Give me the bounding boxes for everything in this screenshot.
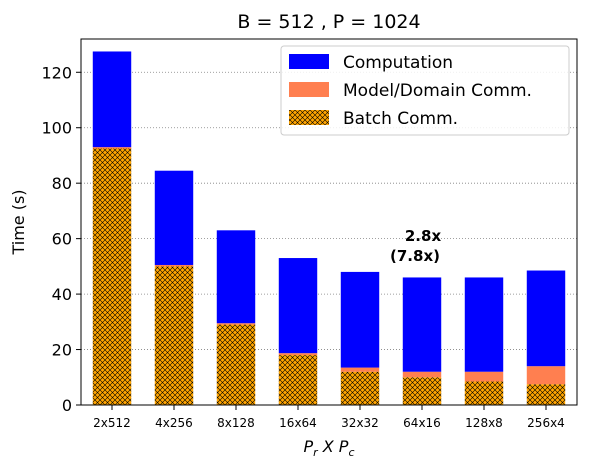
bar-computation-4x256 <box>154 170 194 265</box>
x-axis-label-sub2: c <box>348 446 354 459</box>
x-axis-label-p1: P <box>303 437 313 456</box>
bar-model-domain-comm-16x64 <box>278 353 318 356</box>
y-tick-label: 40 <box>52 285 72 304</box>
x-tick-label: 32x32 <box>341 416 379 430</box>
bar-batch-comm-16x64 <box>278 355 318 405</box>
bar-batch-comm-8x128 <box>216 324 256 405</box>
x-axis-label-sub1: r <box>313 446 319 459</box>
bar-model-domain-comm-2x512 <box>92 147 132 149</box>
annotation-line-1: 2.8x <box>405 227 442 245</box>
bar-batch-comm-2x512 <box>92 148 132 406</box>
legend-swatch <box>289 110 329 125</box>
x-axis-label: Pr X Pc <box>303 437 354 459</box>
bar-batch-comm-256x4 <box>526 384 566 405</box>
plot-frame <box>80 38 578 406</box>
x-tick-label: 256x4 <box>527 416 565 430</box>
bar-computation-128x8 <box>464 277 504 372</box>
y-tick-label: 80 <box>52 174 72 193</box>
x-axis-label-p2: P <box>339 437 349 456</box>
bar-computation-16x64 <box>278 258 318 354</box>
speedup-annotation: 2.8x (7.8x) <box>390 227 441 265</box>
y-tick-label: 120 <box>41 63 72 82</box>
y-tick-label: 20 <box>52 341 72 360</box>
bar-batch-comm-64x16 <box>402 377 442 405</box>
x-axis-label-mid: X <box>318 437 339 456</box>
annotation-line-2: (7.8x) <box>390 247 440 265</box>
x-tick-label: 128x8 <box>465 416 503 430</box>
legend: Computation Model/Domain Comm. Batch Comm. <box>280 45 570 136</box>
bar-computation-256x4 <box>526 270 566 367</box>
x-tick-label: 2x512 <box>93 416 131 430</box>
bar-batch-comm-128x8 <box>464 381 504 405</box>
x-tick-label: 16x64 <box>279 416 317 430</box>
bar-batch-comm-32x32 <box>340 371 380 405</box>
legend-label: Batch Comm. <box>343 109 458 129</box>
bar-computation-32x32 <box>340 271 380 368</box>
x-tick-label: 64x16 <box>403 416 441 430</box>
bar-computation-64x16 <box>402 277 442 372</box>
y-axis-label: Time (s) <box>9 189 28 255</box>
legend-swatch <box>289 54 329 69</box>
x-tick-label: 8x128 <box>217 416 255 430</box>
bar-batch-comm-4x256 <box>154 266 194 405</box>
bar-model-domain-comm-4x256 <box>154 264 194 267</box>
chart-title: B = 512 , P = 1024 <box>237 11 420 33</box>
bar-computation-8x128 <box>216 230 256 324</box>
y-tick-label: 100 <box>41 119 72 138</box>
x-tick-label: 4x256 <box>155 416 193 430</box>
legend-label: Computation <box>343 53 453 73</box>
x-axis: 2x512 4x256 8x128 16x64 32x32 64x16 128x8 256x4 <box>93 405 565 430</box>
bar-model-domain-comm-256x4 <box>526 366 566 385</box>
y-tick-label: 60 <box>52 230 72 249</box>
y-tick-label: 0 <box>62 396 72 415</box>
y-axis: 0 20 40 60 80 100 120 <box>41 63 81 415</box>
bar-model-domain-comm-64x16 <box>402 371 442 378</box>
legend-box <box>280 45 570 136</box>
legend-label: Model/Domain Comm. <box>343 81 532 101</box>
legend-swatch <box>289 82 329 97</box>
bar-computation-2x512 <box>92 51 132 148</box>
bar-model-domain-comm-8x128 <box>216 323 256 325</box>
bar-model-domain-comm-32x32 <box>340 367 380 372</box>
bar-model-domain-comm-128x8 <box>464 371 504 382</box>
bars <box>92 51 566 406</box>
